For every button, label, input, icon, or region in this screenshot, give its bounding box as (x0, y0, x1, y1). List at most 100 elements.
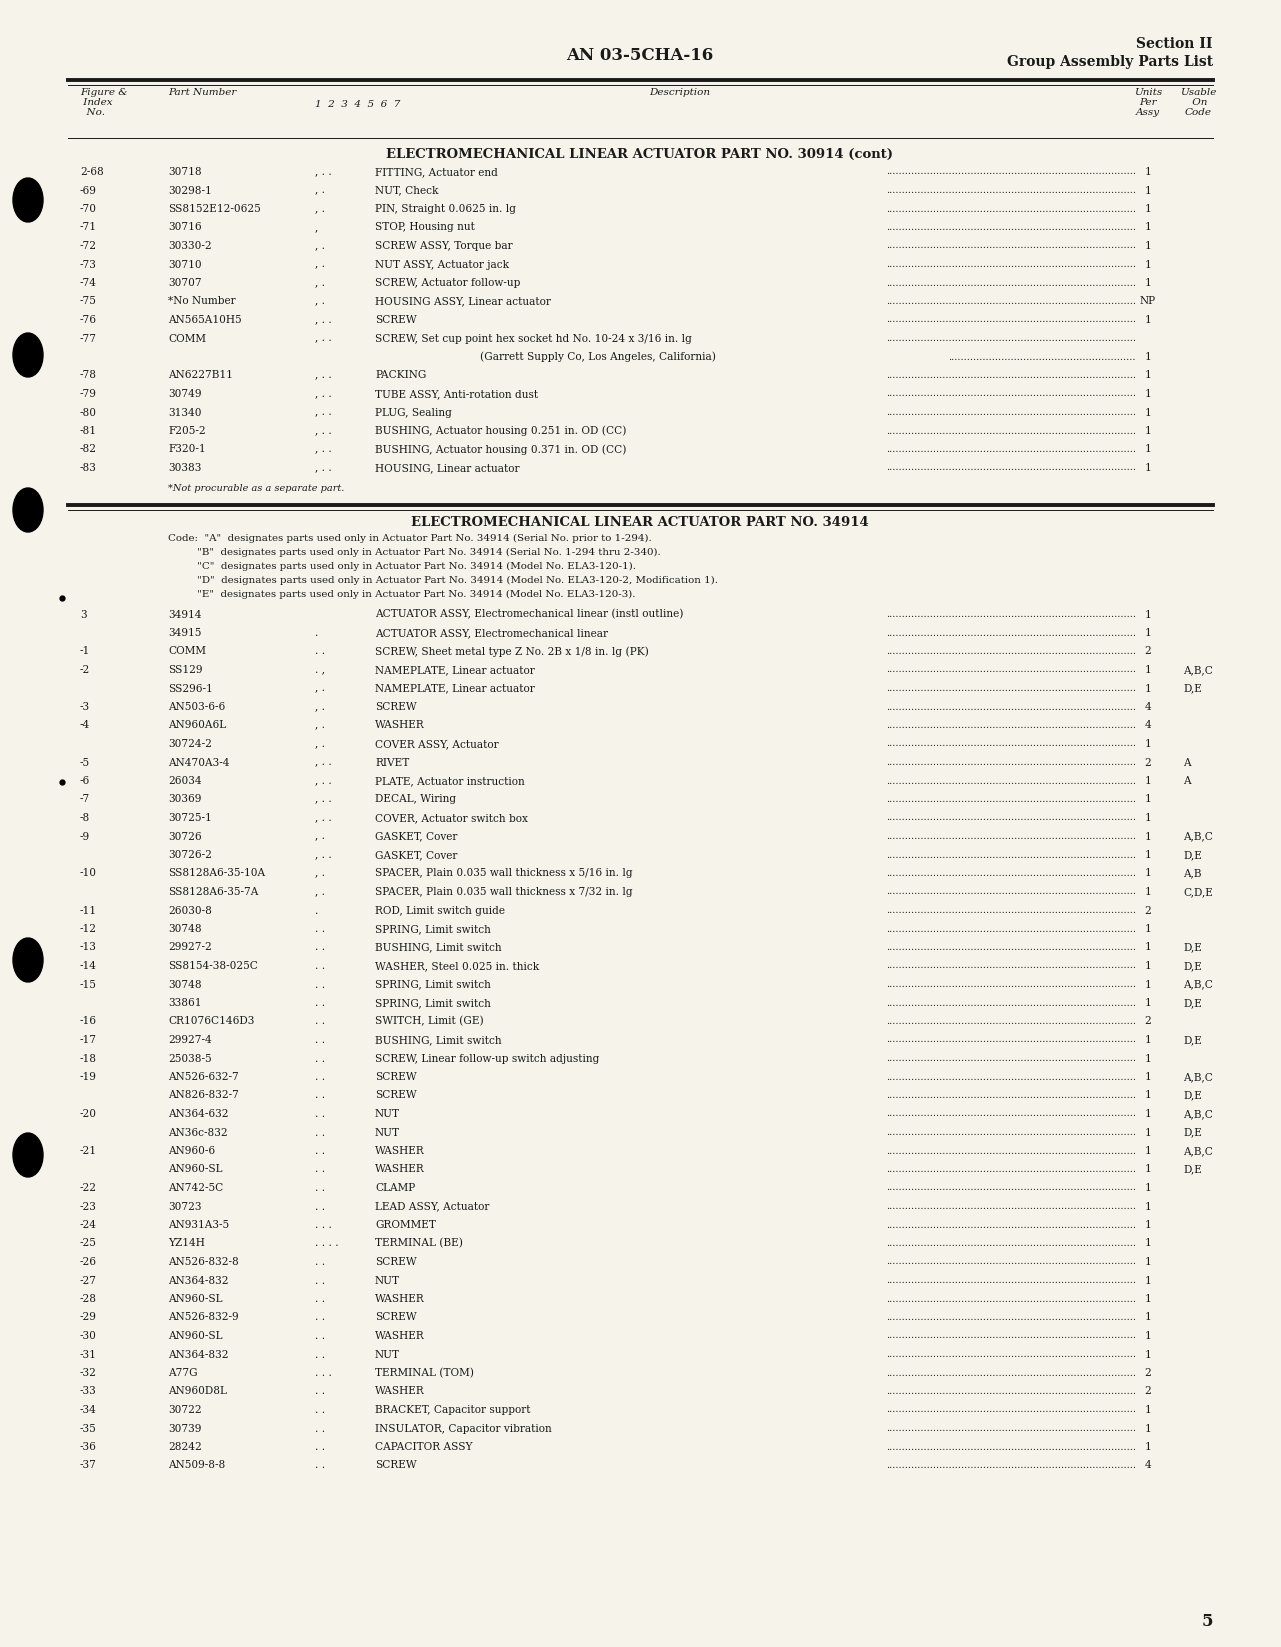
Text: 34915: 34915 (168, 628, 201, 637)
Text: 4: 4 (1145, 702, 1152, 712)
Text: NAMEPLATE, Linear actuator: NAMEPLATE, Linear actuator (375, 665, 534, 675)
Text: 1: 1 (1145, 665, 1152, 675)
Text: ................................................................................: ........................................… (886, 1036, 1136, 1044)
Text: 1: 1 (1145, 1239, 1152, 1248)
Text: 1: 1 (1145, 1405, 1152, 1415)
Text: F205-2: F205-2 (168, 427, 206, 436)
Text: AN 03-5CHA-16: AN 03-5CHA-16 (566, 46, 714, 64)
Text: 25038-5: 25038-5 (168, 1054, 211, 1064)
Text: On: On (1189, 99, 1207, 107)
Text: A,B,C: A,B,C (1182, 1108, 1213, 1118)
Text: , .: , . (315, 888, 325, 898)
Text: 1: 1 (1145, 1146, 1152, 1156)
Text: 1: 1 (1145, 684, 1152, 693)
Text: 30726: 30726 (168, 832, 201, 842)
Text: ................................................................................: ........................................… (886, 629, 1136, 637)
Text: ................................................................................: ........................................… (886, 944, 1136, 952)
Text: NP: NP (1140, 296, 1155, 306)
Text: . . . .: . . . . (315, 1239, 338, 1248)
Text: ................................................................................: ........................................… (886, 1369, 1136, 1377)
Text: D,E: D,E (1182, 1090, 1202, 1100)
Text: (Garrett Supply Co, Los Angeles, California): (Garrett Supply Co, Los Angeles, Califor… (480, 352, 716, 362)
Text: 2: 2 (1145, 758, 1152, 768)
Text: AN565A10H5: AN565A10H5 (168, 315, 242, 324)
Text: ................................................................................: ........................................… (886, 796, 1136, 804)
Text: NUT: NUT (375, 1108, 400, 1118)
Text: 30710: 30710 (168, 260, 201, 270)
Text: 33861: 33861 (168, 998, 201, 1008)
Text: FITTING, Actuator end: FITTING, Actuator end (375, 166, 498, 176)
Text: . .: . . (315, 1128, 325, 1138)
Text: 1  2  3  4  5  6  7: 1 2 3 4 5 6 7 (315, 100, 401, 109)
Text: COVER, Actuator switch box: COVER, Actuator switch box (375, 814, 528, 824)
Text: 1: 1 (1145, 924, 1152, 934)
Text: No.: No. (79, 109, 105, 117)
Text: 1: 1 (1145, 407, 1152, 417)
Text: . . .: . . . (315, 1369, 332, 1379)
Text: "B"  designates parts used only in Actuator Part No. 34914 (Serial No. 1-294 thr: "B" designates parts used only in Actuat… (168, 548, 661, 557)
Text: . .: . . (315, 942, 325, 952)
Text: ................................................................................: ........................................… (886, 814, 1136, 822)
Text: , .: , . (315, 278, 325, 288)
Text: ................................................................................: ........................................… (886, 888, 1136, 896)
Text: ............................................................: ........................................… (948, 352, 1136, 361)
Text: ................................................................................: ........................................… (886, 1425, 1136, 1433)
Text: 1: 1 (1145, 1443, 1152, 1453)
Text: 30749: 30749 (168, 389, 201, 399)
Text: AN960-SL: AN960-SL (168, 1164, 223, 1174)
Text: TUBE ASSY, Anti-rotation dust: TUBE ASSY, Anti-rotation dust (375, 389, 538, 399)
Text: 30748: 30748 (168, 980, 201, 990)
Text: D,E: D,E (1182, 998, 1202, 1008)
Text: -11: -11 (79, 906, 97, 916)
Text: AN503-6-6: AN503-6-6 (168, 702, 225, 712)
Text: 1: 1 (1145, 1090, 1152, 1100)
Text: PLATE, Actuator instruction: PLATE, Actuator instruction (375, 776, 525, 786)
Text: YZ14H: YZ14H (168, 1239, 205, 1248)
Text: 1: 1 (1145, 832, 1152, 842)
Text: -21: -21 (79, 1146, 97, 1156)
Text: 1: 1 (1145, 1257, 1152, 1267)
Text: , . .: , . . (315, 776, 332, 786)
Text: -5: -5 (79, 758, 90, 768)
Text: WASHER: WASHER (375, 1331, 425, 1341)
Text: AN364-632: AN364-632 (168, 1108, 228, 1118)
Text: D,E: D,E (1182, 942, 1202, 952)
Text: TERMINAL (BE): TERMINAL (BE) (375, 1239, 462, 1248)
Text: SCREW: SCREW (375, 1461, 416, 1471)
Text: 4: 4 (1145, 720, 1152, 731)
Text: 30369: 30369 (168, 794, 201, 804)
Text: AN742-5C: AN742-5C (168, 1183, 223, 1192)
Text: SPACER, Plain 0.035 wall thickness x 7/32 in. lg: SPACER, Plain 0.035 wall thickness x 7/3… (375, 888, 633, 898)
Text: Per: Per (1139, 99, 1157, 107)
Text: ................................................................................: ........................................… (886, 1090, 1136, 1100)
Text: ................................................................................: ........................................… (886, 371, 1136, 380)
Text: -19: -19 (79, 1072, 97, 1082)
Text: ................................................................................: ........................................… (886, 998, 1136, 1008)
Text: ................................................................................: ........................................… (886, 609, 1136, 619)
Text: . .: . . (315, 1072, 325, 1082)
Text: BUSHING, Limit switch: BUSHING, Limit switch (375, 1034, 502, 1044)
Text: 4: 4 (1145, 1461, 1152, 1471)
Text: , . .: , . . (315, 758, 332, 768)
Text: -27: -27 (79, 1275, 97, 1286)
Text: 30725-1: 30725-1 (168, 814, 211, 824)
Text: ,: , (315, 222, 318, 232)
Text: HOUSING, Linear actuator: HOUSING, Linear actuator (375, 463, 520, 473)
Text: HOUSING ASSY, Linear actuator: HOUSING ASSY, Linear actuator (375, 296, 551, 306)
Text: SS8154-38-025C: SS8154-38-025C (168, 960, 257, 972)
Text: , . .: , . . (315, 389, 332, 399)
Text: 1: 1 (1145, 740, 1152, 749)
Text: 1: 1 (1145, 609, 1152, 619)
Text: 2-68: 2-68 (79, 166, 104, 176)
Text: . .: . . (315, 1034, 325, 1044)
Text: AN960-SL: AN960-SL (168, 1331, 223, 1341)
Text: Group Assembly Parts List: Group Assembly Parts List (1007, 54, 1213, 69)
Text: D,E: D,E (1182, 1034, 1202, 1044)
Text: . .: . . (315, 1443, 325, 1453)
Text: , .: , . (315, 260, 325, 270)
Text: 1: 1 (1145, 960, 1152, 972)
Text: "C"  designates parts used only in Actuator Part No. 34914 (Model No. ELA3-120-1: "C" designates parts used only in Actuat… (168, 562, 635, 572)
Text: . .: . . (315, 1146, 325, 1156)
Text: ................................................................................: ........................................… (886, 408, 1136, 417)
Text: , . .: , . . (315, 407, 332, 417)
